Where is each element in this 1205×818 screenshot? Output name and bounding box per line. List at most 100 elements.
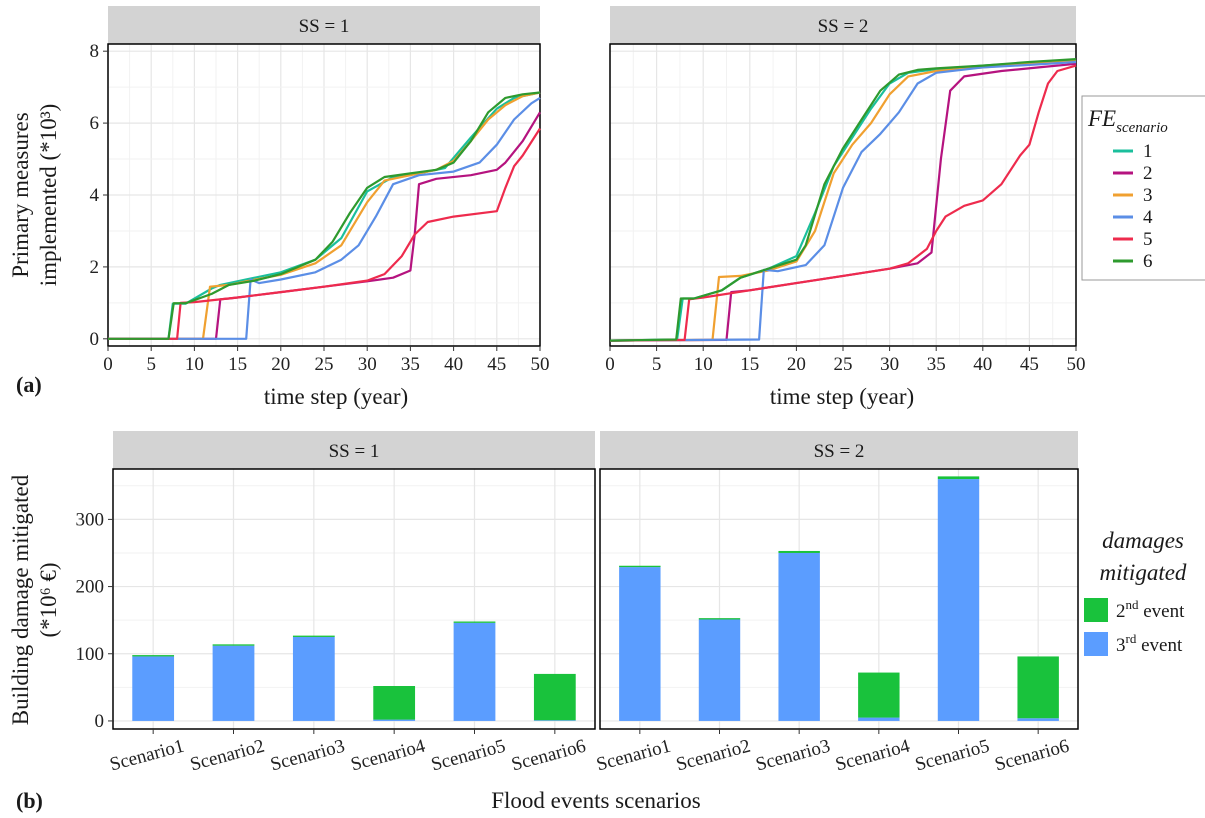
y-axis-title-line1: Primary measures — [8, 112, 33, 277]
x-tick-label: 0 — [605, 354, 615, 375]
y-tick-label: 300 — [76, 509, 105, 530]
x-tick-label: Scenario2 — [674, 736, 753, 776]
facet-strip — [108, 6, 540, 44]
x-tick-label: 40 — [973, 354, 992, 375]
legend-label: 3 — [1143, 185, 1153, 206]
x-axis-title: time step (year) — [770, 384, 914, 409]
x-tick-label: Scenario6 — [509, 736, 588, 776]
y-axis-title-line1: Building damage mitigated — [8, 474, 33, 725]
gridlines — [113, 469, 595, 729]
facet-strip-label: SS = 2 — [818, 16, 869, 37]
x-tick-label: 30 — [358, 354, 377, 375]
gridlines — [600, 469, 1078, 729]
bar-segment — [132, 655, 175, 657]
series-line-5 — [609, 64, 1077, 342]
legend-title: FEscenario — [1087, 106, 1168, 136]
bar-segment — [858, 672, 900, 718]
facet-strip-label: SS = 1 — [299, 16, 350, 37]
bar-segment — [212, 645, 255, 721]
bar-segment — [937, 479, 980, 721]
legend-label-number: 2 — [1116, 601, 1126, 622]
bar-segment — [1017, 718, 1059, 721]
x-tick-label: 15 — [740, 354, 759, 375]
facet-strip — [600, 431, 1078, 469]
legend-title-subscript: scenario — [1116, 120, 1168, 136]
x-axis-title: time step (year) — [264, 384, 408, 409]
x-tick-label: 0 — [103, 354, 113, 375]
x-tick-label: 50 — [531, 354, 550, 375]
legend-label: 2 — [1143, 163, 1153, 184]
panel-label-b: (b) — [16, 788, 43, 813]
legend-label-text: event — [1136, 635, 1183, 656]
facet-b-ss1: SS = 1 Scenario1 Scenario2 Scenario3 Scenar… — [76, 431, 596, 775]
x-tick-label: 45 — [1020, 354, 1039, 375]
x-tick-label: 35 — [927, 354, 946, 375]
legend-key — [1084, 632, 1108, 656]
y-tick-label: 6 — [90, 113, 100, 134]
x-tick-label: 20 — [271, 354, 290, 375]
x-tick-label: Scenario5 — [429, 736, 508, 776]
x-tick-label: Scenario5 — [913, 736, 992, 776]
x-tick-label: Scenario1 — [594, 736, 673, 776]
bar-segment — [453, 621, 496, 623]
bar-segment — [619, 565, 661, 568]
series-line-4 — [609, 60, 1077, 342]
bar-segment — [778, 552, 820, 721]
y-tick-label: 4 — [90, 185, 100, 206]
legend-key — [1084, 598, 1108, 622]
y-tick-label: 100 — [76, 644, 105, 665]
legend-label: 5 — [1143, 229, 1153, 250]
panel-b: SS = 1 Scenario1 Scenario2 Scenario3 Scenar… — [8, 431, 1187, 813]
x-tick-label: Scenario4 — [349, 735, 428, 775]
bar-segment — [212, 644, 255, 646]
series-line-6 — [609, 58, 1077, 342]
y-axis-title-line2: (*10⁶ €) — [36, 562, 61, 637]
plot-frame — [112, 468, 596, 730]
x-tick-label: 50 — [1067, 354, 1086, 375]
x-tick-label: 30 — [880, 354, 899, 375]
legend-label: 2nd event — [1116, 597, 1185, 622]
x-tick-label: Scenario1 — [108, 736, 187, 776]
facet-strip — [113, 431, 595, 469]
x-tick-label: Scenario4 — [833, 735, 912, 775]
plot-frame — [599, 468, 1079, 730]
x-tick-label: 45 — [487, 354, 506, 375]
x-tick-label: 40 — [444, 354, 463, 375]
x-tick-label: 5 — [652, 354, 662, 375]
y-axis-title-line2: implemented (*10³) — [36, 104, 61, 287]
panel-label-a: (a) — [16, 372, 42, 397]
x-tick-label: 20 — [787, 354, 806, 375]
x-tick-label: 10 — [185, 354, 204, 375]
x-tick-label: 5 — [146, 354, 156, 375]
bar-segment — [292, 636, 335, 721]
bar-segment — [778, 550, 820, 553]
legend-label-suffix: rd — [1126, 631, 1137, 646]
bar-segment — [698, 619, 741, 721]
series-line-5 — [108, 127, 541, 340]
facet-strip-label: SS = 1 — [329, 441, 380, 462]
x-tick-label: Scenario2 — [188, 736, 267, 776]
y-tick-label: 0 — [90, 329, 100, 350]
x-tick-label: Scenario6 — [993, 736, 1072, 776]
x-tick-label: Scenario3 — [754, 736, 833, 776]
gridlines — [107, 44, 541, 346]
series-line-4 — [108, 96, 541, 340]
x-tick-label: 15 — [228, 354, 247, 375]
bar-segment — [533, 673, 576, 721]
legend-label: 3rd event — [1116, 631, 1183, 656]
series-line-6 — [108, 91, 541, 340]
x-tick-label: 25 — [834, 354, 853, 375]
legend-title-line1: damages — [1102, 528, 1184, 553]
bar-segment — [373, 719, 416, 721]
legend-label-suffix: nd — [1126, 597, 1140, 612]
bar-segment — [1017, 656, 1059, 719]
x-tick-label: 10 — [694, 354, 713, 375]
y-tick-label: 200 — [76, 577, 105, 598]
bar-segment — [698, 618, 741, 620]
series-line-3 — [108, 91, 541, 340]
bar-segment — [619, 567, 661, 721]
x-tick-label: 35 — [401, 354, 420, 375]
